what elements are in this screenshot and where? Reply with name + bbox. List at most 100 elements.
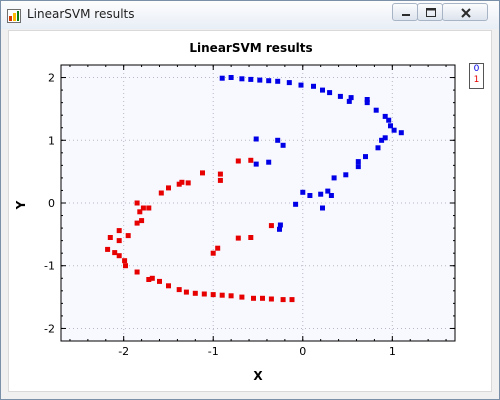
chart-panel: LinearSVM results -2 -1 0 1 2 1 0 -1 -2 X Y <box>8 30 492 392</box>
point-series-0 <box>228 75 234 80</box>
point-series-1 <box>210 292 216 298</box>
point-series-1 <box>134 200 140 206</box>
point-series-0 <box>277 226 282 232</box>
point-series-1 <box>166 185 171 191</box>
point-series-1 <box>228 293 234 299</box>
point-series-1 <box>248 235 254 240</box>
point-series-0 <box>346 98 352 104</box>
axis-ticks: -2 -1 0 1 2 1 0 -1 -2 <box>44 64 455 358</box>
point-series-0 <box>318 191 324 197</box>
point-series-0 <box>320 205 325 211</box>
point-series-0 <box>379 137 385 143</box>
point-series-1 <box>260 295 265 301</box>
point-series-1 <box>134 269 140 275</box>
point-series-1 <box>123 263 128 269</box>
point-series-0 <box>300 189 306 195</box>
point-series-0 <box>311 83 316 89</box>
point-series-1 <box>158 190 164 196</box>
point-series-1 <box>140 205 146 211</box>
point-series-1 <box>268 296 274 302</box>
point-series-1 <box>179 179 185 185</box>
point-series-0 <box>382 113 388 119</box>
point-series-0 <box>327 90 333 96</box>
point-series-0 <box>325 188 331 194</box>
maximize-button[interactable] <box>417 3 443 21</box>
x-tick-label: -2 <box>118 345 129 358</box>
point-series-1 <box>166 283 171 289</box>
point-series-0 <box>355 159 361 165</box>
point-series-1 <box>176 287 182 293</box>
point-series-1 <box>134 220 140 226</box>
point-series-0 <box>375 145 381 151</box>
window-title: LinearSVM results <box>27 7 135 21</box>
legend-entry-0: 0 <box>473 64 480 74</box>
point-series-1 <box>146 277 152 282</box>
point-series-1 <box>176 181 182 187</box>
close-button[interactable] <box>442 3 488 21</box>
point-series-0 <box>277 222 283 228</box>
point-series-0 <box>386 117 392 123</box>
point-series-0 <box>253 136 259 142</box>
point-series-1 <box>248 157 254 163</box>
point-series-0 <box>364 97 370 102</box>
point-series-0 <box>398 130 404 136</box>
chart-title: LinearSVM results <box>189 41 312 55</box>
point-series-1 <box>122 258 128 264</box>
point-series-0 <box>355 164 361 170</box>
point-series-0 <box>307 193 313 198</box>
point-series-0 <box>343 172 349 178</box>
point-series-0 <box>391 127 397 133</box>
point-series-0 <box>239 76 245 82</box>
point-series-0 <box>364 100 370 106</box>
app-icon <box>7 8 21 23</box>
scatter-chart: LinearSVM results -2 -1 0 1 2 1 0 -1 -2 X Y <box>14 41 456 383</box>
point-series-0 <box>266 78 272 84</box>
y-tick-label: -1 <box>44 260 55 273</box>
point-series-1 <box>201 291 207 297</box>
point-series-0 <box>320 87 325 93</box>
point-series-1 <box>200 170 205 176</box>
point-series-1 <box>107 235 113 240</box>
point-series-1 <box>116 238 122 244</box>
point-series-1 <box>137 209 143 215</box>
y-tick-label: 2 <box>48 72 55 85</box>
point-series-1 <box>215 245 221 251</box>
point-series-0 <box>257 77 263 83</box>
point-series-1 <box>280 297 286 303</box>
minimize-icon <box>402 14 410 16</box>
x-tick-label: 0 <box>299 345 306 358</box>
point-series-0 <box>293 201 299 207</box>
point-series-1 <box>210 250 216 256</box>
minimize-button[interactable] <box>392 3 418 21</box>
point-series-1 <box>112 250 118 256</box>
point-series-1 <box>235 158 241 164</box>
point-series-0 <box>275 78 281 84</box>
legend-entry-1: 1 <box>473 75 480 85</box>
chart-legend: 0 1 <box>469 63 484 89</box>
close-icon <box>461 8 471 18</box>
y-tick-label: 0 <box>48 197 55 210</box>
maximize-icon <box>426 8 436 17</box>
point-series-0 <box>266 159 272 165</box>
point-series-0 <box>219 75 225 81</box>
point-series-1 <box>149 275 155 281</box>
point-series-1 <box>116 228 122 234</box>
title-bar[interactable]: LinearSVM results <box>1 1 499 29</box>
point-series-0 <box>253 161 259 167</box>
point-series-1 <box>185 180 191 186</box>
point-series-0 <box>373 107 379 113</box>
point-series-1 <box>139 218 145 224</box>
point-series-1 <box>146 205 152 211</box>
x-tick-label: 1 <box>389 345 396 358</box>
point-series-1 <box>217 177 223 183</box>
point-series-0 <box>331 175 337 181</box>
point-series-0 <box>280 142 286 148</box>
point-series-0 <box>382 135 388 141</box>
point-series-1 <box>192 290 198 296</box>
point-series-0 <box>248 76 254 82</box>
point-series-1 <box>157 278 162 284</box>
point-series-1 <box>239 294 245 300</box>
point-series-0 <box>298 82 304 88</box>
x-tick-label: -1 <box>208 345 219 358</box>
